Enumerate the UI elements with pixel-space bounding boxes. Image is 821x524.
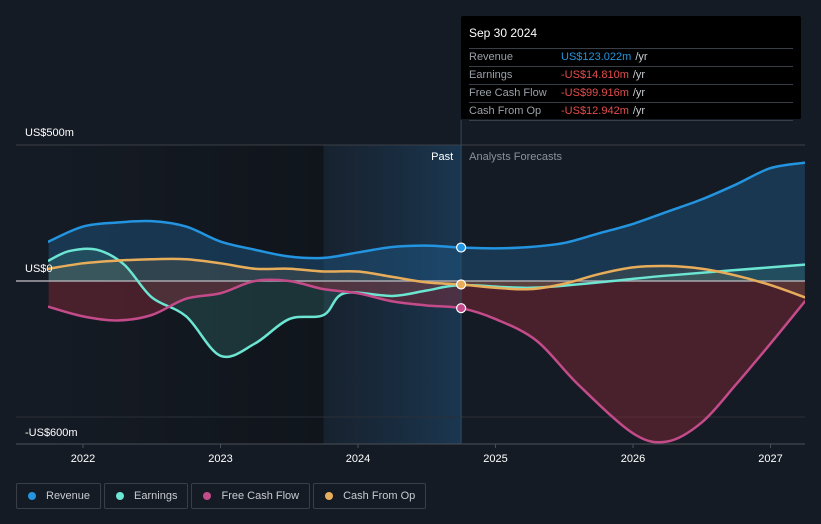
- tooltip-value: -US$14.810m: [561, 69, 629, 81]
- legend-item-revenue[interactable]: Revenue: [16, 483, 102, 509]
- revenue-area: [48, 162, 805, 281]
- tooltip-unit: /yr: [635, 51, 648, 63]
- tooltip-label: Earnings: [469, 69, 513, 81]
- legend-label: Cash From Op: [343, 490, 416, 502]
- legend-item-cash-from-op[interactable]: Cash From Op: [313, 483, 427, 509]
- tooltip-value: -US$99.916m: [561, 87, 629, 99]
- cash-from-op-highlight-point[interactable]: [456, 279, 467, 290]
- legend-label: Free Cash Flow: [221, 490, 300, 502]
- tooltip-row-free-cash-flow: Free Cash Flow -US$99.916m /yr: [469, 84, 793, 102]
- free-cash-flow-line[interactable]: [48, 278, 805, 444]
- revenue-highlight-point[interactable]: [456, 242, 467, 253]
- tooltip-row-earnings: Earnings -US$14.810m /yr: [469, 66, 793, 84]
- revenue-dot-icon: [28, 492, 36, 500]
- legend-label: Earnings: [134, 490, 178, 502]
- free-cash-flow-highlight-point[interactable]: [456, 303, 467, 314]
- y-tick-label: -US$600m: [25, 427, 78, 439]
- x-tick-label: 2027: [758, 453, 782, 465]
- tooltip-value: US$123.022m: [561, 51, 632, 63]
- earnings-line[interactable]: [48, 247, 805, 359]
- y-tick-label: US$0: [25, 263, 53, 275]
- tooltip-unit: /yr: [632, 105, 646, 117]
- legend: Revenue Earnings Free Cash Flow Cash Fro…: [16, 483, 427, 509]
- free-cash-flow-dot-icon: [203, 492, 212, 500]
- cash-from-op-area: [48, 258, 805, 298]
- tooltip-unit: /yr: [632, 69, 646, 81]
- x-tick-label: 2024: [346, 453, 370, 465]
- tooltip-row-cash-from-op: Cash From Op -US$12.942m /yr: [469, 102, 793, 121]
- tooltip-panel: Sep 30 2024 Revenue US$123.022m /yr Earn…: [461, 16, 801, 121]
- cash-from-op-line[interactable]: [48, 257, 805, 299]
- legend-label: Revenue: [46, 490, 91, 502]
- free-cash-flow-area: [48, 279, 805, 443]
- tooltip-label: Free Cash Flow: [469, 87, 547, 99]
- x-tick-label: 2022: [71, 453, 95, 465]
- earnings-area: [48, 248, 805, 357]
- legend-item-earnings[interactable]: Earnings: [104, 483, 189, 509]
- x-tick-label: 2026: [621, 453, 645, 465]
- y-tick-label: US$500m: [25, 127, 74, 139]
- cash-from-op-dot-icon: [325, 492, 334, 500]
- revenue-line[interactable]: [48, 161, 805, 260]
- legend-item-free-cash-flow[interactable]: Free Cash Flow: [191, 483, 311, 509]
- left-history-shade: [48, 145, 324, 444]
- past-region-shade: [323, 145, 462, 444]
- tooltip-row-revenue: Revenue US$123.022m /yr: [469, 48, 793, 66]
- forecast-label: Analysts Forecasts: [469, 151, 562, 163]
- tooltip-label: Cash From Op: [469, 105, 542, 117]
- tooltip-value: -US$12.942m: [561, 105, 629, 117]
- tooltip-unit: /yr: [632, 87, 646, 99]
- x-tick-label: 2025: [483, 453, 507, 465]
- earnings-dot-icon: [116, 492, 125, 500]
- tooltip-date: Sep 30 2024: [469, 26, 538, 40]
- tooltip-label: Revenue: [469, 51, 514, 63]
- past-label: Past: [431, 151, 453, 163]
- x-tick-label: 2023: [208, 453, 232, 465]
